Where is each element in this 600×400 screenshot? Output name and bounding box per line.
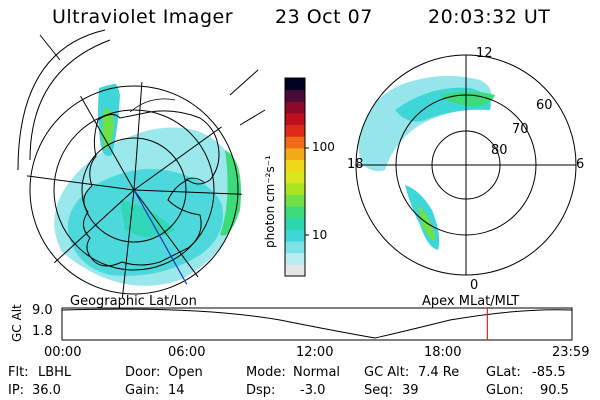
mlt-label-0: 0 (470, 278, 479, 293)
colorbar (284, 77, 309, 277)
seq-value: 39 (402, 383, 419, 398)
gcalt-value: 7.4 Re (418, 365, 460, 380)
mlat-label-80: 80 (491, 143, 508, 158)
mlat-label-70: 70 (512, 122, 529, 137)
gain-label: Gain: (125, 383, 160, 398)
colorbar-stripe (285, 101, 305, 114)
colorbar-stripe (285, 252, 305, 265)
colorbar-stripe (285, 89, 305, 102)
aurora-emission (120, 200, 175, 238)
aurora-emission (418, 205, 436, 241)
colorbar-unit-label: photon cm⁻²s⁻¹ (263, 155, 277, 248)
colorbar-stripe (285, 241, 305, 254)
colorbar-stripe (285, 159, 305, 172)
time-label: 20:03:32 UT (428, 6, 551, 28)
flt-value: LBHL (38, 365, 72, 380)
orbit-xtick-4: 23:59 (552, 345, 590, 360)
colorbar-stripe (285, 147, 305, 161)
aurora-emission (440, 91, 495, 107)
colorbar-stripe (285, 264, 305, 277)
colorbar-stripe (285, 124, 305, 137)
coastline (83, 110, 220, 267)
aurora-emission (220, 150, 241, 236)
glat-label: GLat: (486, 365, 521, 380)
aurora-emission (358, 76, 492, 172)
orbit-xtick-3: 18:00 (424, 345, 462, 360)
colorbar-stripe (285, 78, 305, 91)
orbit-ymin: 1.8 (32, 324, 53, 339)
aurora-emission (54, 127, 239, 286)
mode-label: Mode: (246, 365, 286, 380)
colorbar-stripe (285, 194, 305, 207)
aurora-emission (405, 185, 440, 250)
dsp-label: Dsp: (246, 383, 276, 398)
mlt-label-12: 12 (476, 46, 493, 61)
ip-label: IP: (8, 383, 25, 398)
orbit-xtick-2: 12:00 (296, 345, 334, 360)
magnetic-map-label: Apex MLat/MLT (422, 294, 520, 309)
date-label: 23 Oct 07 (275, 6, 373, 28)
orbit-xtick-1: 06:00 (168, 345, 206, 360)
colorbar-stripe (285, 217, 305, 230)
glat-value: -85.5 (532, 365, 566, 380)
flt-label: Flt: (8, 365, 29, 380)
colorbar-stripe (285, 182, 305, 195)
aurora-emission (102, 109, 114, 150)
mlat-label-60: 60 (536, 98, 553, 113)
door-label: Door: (125, 365, 161, 380)
mode-value: Normal (293, 365, 341, 380)
gcalt-label: GC Alt: (364, 365, 410, 380)
colorbar-stripe (285, 206, 305, 219)
colorbar-stripe (285, 112, 305, 126)
coastline (184, 177, 206, 184)
dsp-value: -3.0 (300, 383, 326, 398)
orbit-ylabel: GC Alt (10, 304, 24, 342)
orbit-altitude-plot (61, 307, 573, 341)
glon-label: GLon: (486, 383, 524, 398)
mlt-label-6: 6 (576, 157, 585, 172)
aurora-emission (98, 82, 120, 156)
colorbar-tick-10: 10 (312, 228, 328, 242)
door-value: Open (168, 365, 203, 380)
colorbar-tick-100: 100 (312, 140, 335, 154)
colorbar-stripe (285, 229, 305, 242)
glon-value: 90.5 (540, 383, 569, 398)
ip-value: 36.0 (32, 383, 61, 398)
colorbar-stripe (285, 171, 305, 184)
aurora-emission (395, 87, 491, 122)
orbit-ymax: 9.0 (32, 303, 53, 318)
instrument-title: Ultraviolet Imager (52, 6, 234, 28)
colorbar-stripe (285, 136, 305, 149)
seq-label: Seq: (364, 383, 393, 398)
geographic-map-label: Geographic Lat/Lon (70, 294, 197, 309)
gain-value: 14 (168, 383, 185, 398)
altitude-curve (61, 308, 573, 339)
mlt-label-18: 18 (347, 157, 364, 172)
orbit-xtick-0: 00:00 (44, 345, 82, 360)
aurora-emission (67, 169, 224, 276)
coastline (129, 98, 176, 113)
